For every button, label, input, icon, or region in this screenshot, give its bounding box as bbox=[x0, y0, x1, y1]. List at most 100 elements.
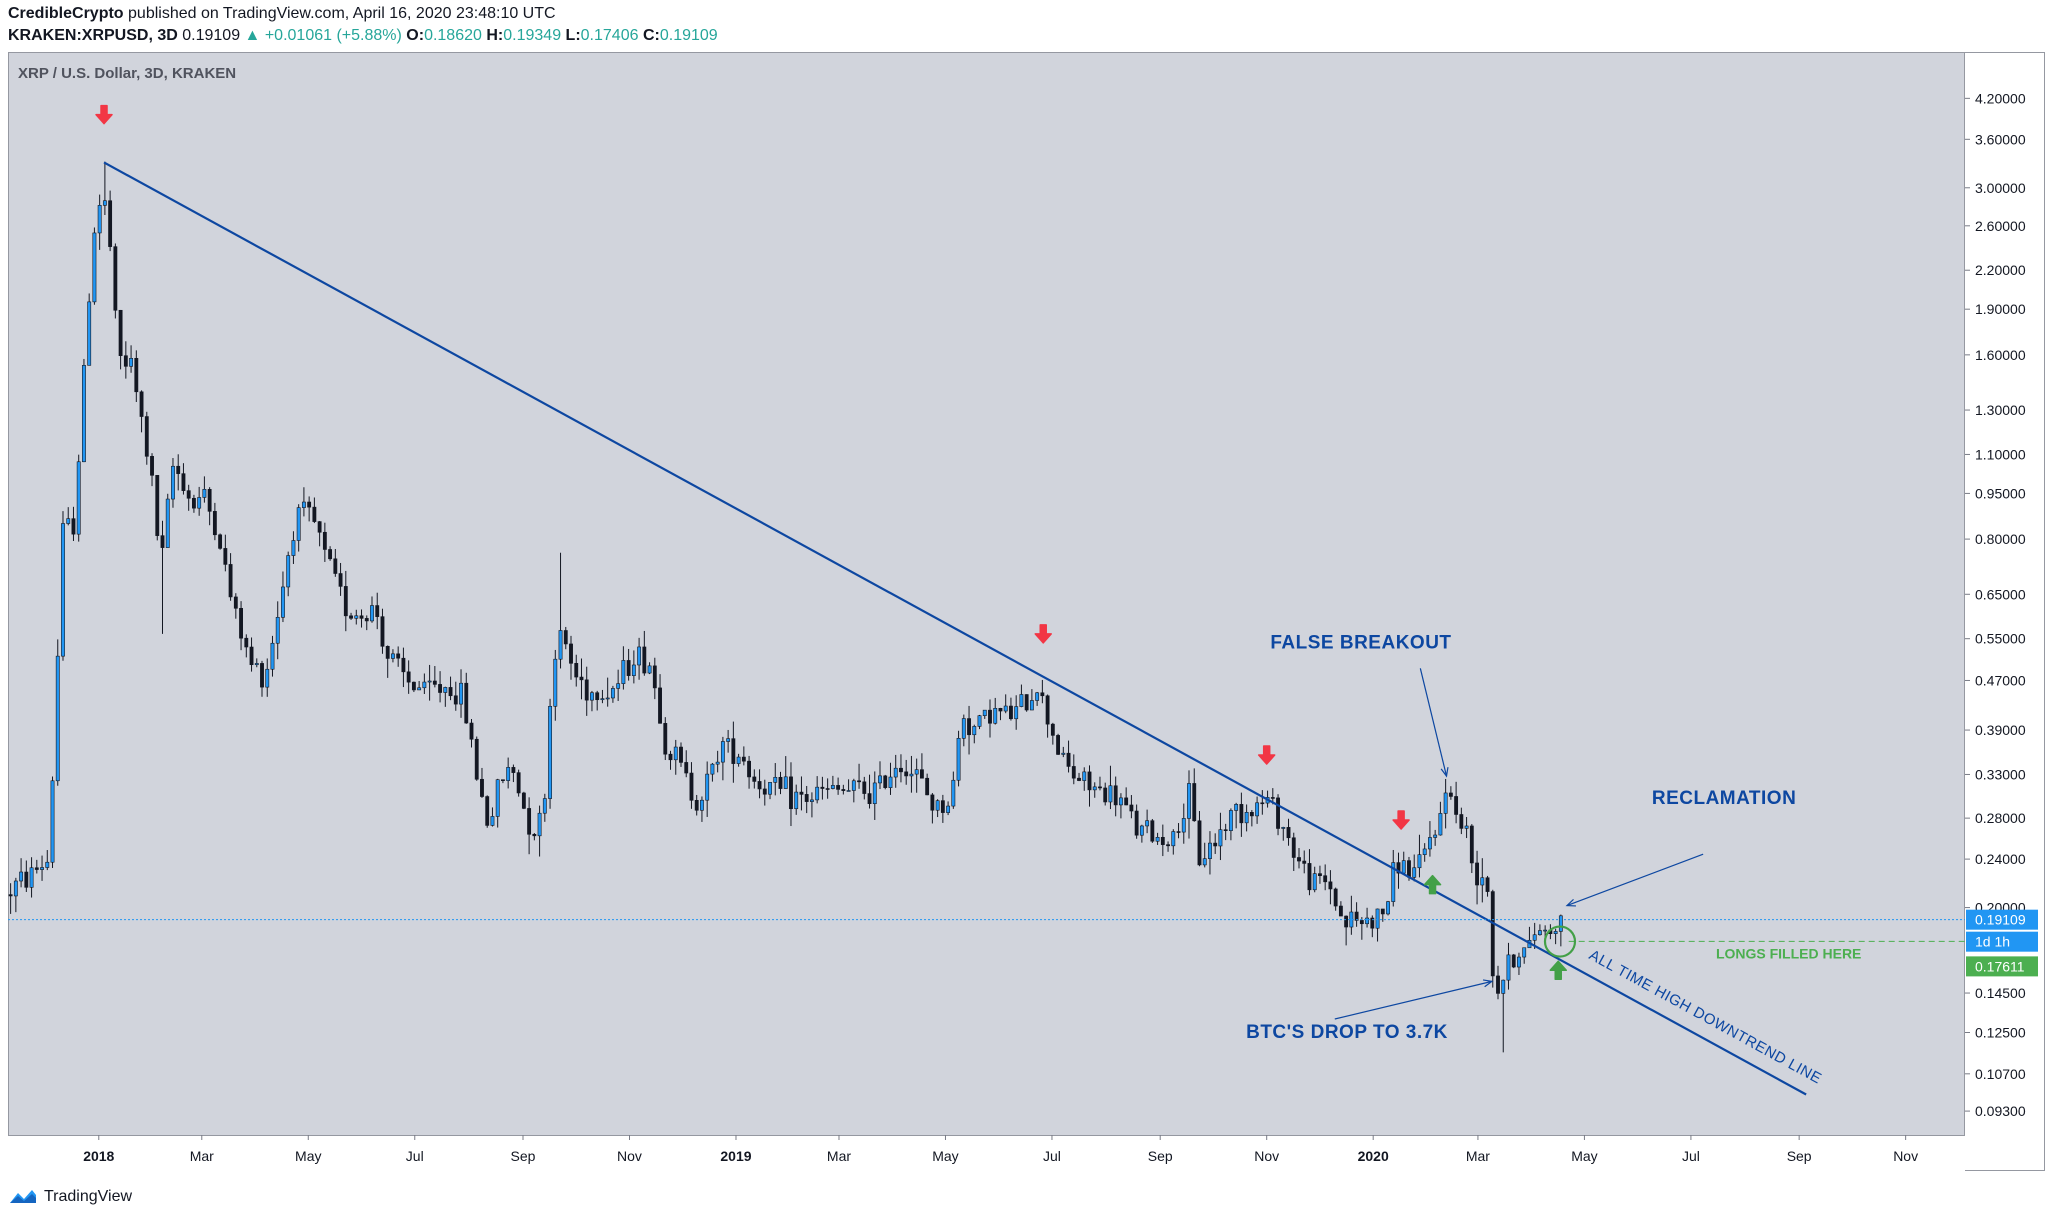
candle bbox=[113, 243, 118, 319]
candle-body bbox=[228, 564, 233, 598]
tradingview-logo-icon[interactable] bbox=[8, 1187, 38, 1207]
price-change: ▲ +0.01061 (+5.88%) bbox=[244, 27, 402, 44]
price-levels: LONGS FILLED HERE bbox=[8, 919, 1965, 961]
candle-body bbox=[1124, 797, 1129, 806]
candle bbox=[1302, 850, 1307, 874]
candle bbox=[218, 533, 223, 550]
candle-body bbox=[720, 741, 725, 763]
candle bbox=[1066, 740, 1071, 773]
candle-body bbox=[291, 540, 296, 556]
candle-body bbox=[1286, 827, 1291, 839]
candle-body bbox=[155, 475, 160, 536]
high-label: H: bbox=[486, 27, 504, 44]
candle bbox=[731, 721, 736, 783]
candle bbox=[521, 791, 526, 810]
candle-body bbox=[1412, 867, 1417, 878]
candle bbox=[380, 608, 385, 654]
candle-body bbox=[485, 796, 490, 826]
candle bbox=[87, 293, 92, 366]
longs-level-badge: 0.17611 bbox=[1975, 958, 2025, 974]
candle bbox=[490, 807, 495, 827]
candle-body bbox=[946, 805, 951, 813]
x-tick-label: Mar bbox=[827, 1148, 851, 1164]
y-tick-label: 0.95000 bbox=[1975, 485, 2026, 501]
candle bbox=[1119, 793, 1123, 819]
candle bbox=[181, 463, 186, 495]
candle-body bbox=[490, 816, 495, 826]
x-tick-label: May bbox=[1571, 1148, 1597, 1164]
candle bbox=[909, 755, 914, 793]
candle-body bbox=[584, 679, 589, 701]
candle bbox=[1181, 803, 1186, 844]
candle-body bbox=[563, 630, 568, 645]
candle bbox=[1009, 697, 1013, 721]
candle bbox=[443, 686, 448, 707]
ath-downtrend-line[interactable] bbox=[103, 161, 1807, 1096]
annotation-text: BTC'S DROP TO 3.7K bbox=[1246, 1022, 1448, 1043]
candle-body bbox=[825, 788, 830, 790]
candle-body bbox=[658, 687, 662, 724]
candle bbox=[453, 681, 458, 711]
candle bbox=[212, 502, 217, 541]
candle bbox=[1124, 787, 1129, 806]
footer-brand[interactable]: TradingView bbox=[44, 1188, 133, 1205]
candle bbox=[710, 762, 715, 782]
candle-body bbox=[55, 655, 60, 782]
candle bbox=[605, 677, 610, 707]
candle bbox=[1464, 817, 1469, 839]
candle bbox=[448, 676, 453, 701]
candle bbox=[1087, 765, 1092, 807]
x-tick-label: Mar bbox=[190, 1148, 214, 1164]
candle bbox=[254, 658, 259, 668]
candle-body bbox=[1077, 777, 1081, 781]
candle-body bbox=[857, 780, 861, 783]
candle-body bbox=[312, 506, 317, 522]
candle-body bbox=[202, 489, 207, 498]
candle bbox=[1511, 953, 1516, 969]
candle-body bbox=[401, 657, 406, 673]
candle-body bbox=[338, 573, 343, 587]
candle-body bbox=[783, 776, 788, 789]
candle bbox=[338, 562, 343, 596]
candle bbox=[1307, 849, 1312, 896]
candle-body bbox=[1469, 825, 1474, 864]
candle-body bbox=[66, 518, 71, 524]
candle-body bbox=[1281, 827, 1286, 829]
y-tick-label: 0.14500 bbox=[1975, 985, 2026, 1001]
candle-body bbox=[1532, 934, 1537, 941]
chart-pane[interactable] bbox=[8, 52, 1965, 1171]
time-axis[interactable] bbox=[8, 1135, 1965, 1171]
candle bbox=[893, 754, 898, 788]
candle bbox=[595, 690, 600, 711]
candle bbox=[1359, 917, 1364, 940]
x-tick-label: Sep bbox=[511, 1148, 536, 1164]
x-tick-label: Sep bbox=[1787, 1148, 1812, 1164]
symbol-label[interactable]: KRAKEN:XRPUSD, 3D bbox=[8, 27, 178, 44]
candle bbox=[71, 506, 76, 542]
candle-body bbox=[464, 682, 469, 724]
price-axis[interactable] bbox=[1965, 52, 2045, 1171]
candle-body bbox=[427, 680, 432, 683]
author-name[interactable]: CredibleCrypto bbox=[8, 5, 124, 22]
candle-body bbox=[1537, 930, 1542, 936]
current-price-badge: 0.19109 bbox=[1975, 912, 2026, 928]
candle bbox=[736, 753, 741, 767]
candle-body bbox=[375, 605, 380, 617]
y-tick-label: 0.09300 bbox=[1975, 1103, 2026, 1119]
candle-body bbox=[904, 771, 909, 777]
candle-body bbox=[1181, 818, 1186, 833]
candle bbox=[637, 637, 642, 680]
candle-body bbox=[150, 456, 154, 476]
candle bbox=[417, 681, 422, 691]
candle bbox=[752, 769, 757, 789]
candle bbox=[537, 805, 542, 857]
candle-body bbox=[1297, 857, 1301, 862]
candle bbox=[485, 795, 490, 828]
candle-body bbox=[925, 777, 930, 796]
candle bbox=[558, 552, 563, 669]
candle-body bbox=[1050, 723, 1055, 736]
candle bbox=[872, 771, 877, 820]
candle bbox=[459, 669, 463, 718]
candle bbox=[1208, 831, 1212, 875]
